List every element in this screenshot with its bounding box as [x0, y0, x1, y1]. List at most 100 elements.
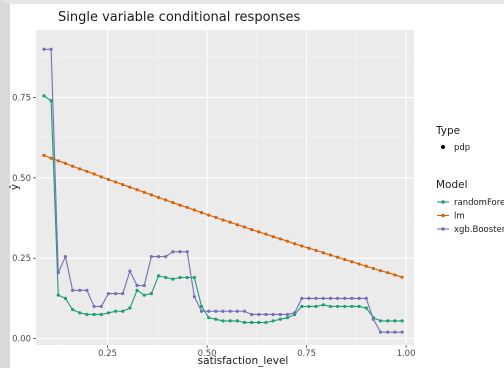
- data-point-lm: [393, 273, 397, 277]
- data-point-lm: [113, 180, 118, 184]
- data-point-xgb-booster: [164, 255, 168, 259]
- y-axis-ticks: 0.00 0.25 0.50 0.75: [12, 94, 36, 345]
- data-point-lm: [199, 210, 204, 215]
- data-point-lm: [336, 255, 340, 259]
- data-point-xgb-booster: [378, 330, 383, 334]
- data-point-xgb-booster: [264, 312, 268, 317]
- data-point-xgb-booster: [242, 309, 247, 313]
- data-point-lm: [63, 161, 68, 165]
- data-point-lm: [228, 220, 232, 224]
- data-point-lm: [357, 262, 361, 266]
- data-point-randomforest: [142, 293, 146, 297]
- data-point-randomforest: [400, 319, 404, 323]
- data-point-lm: [314, 248, 318, 253]
- data-point-xgb-booster: [121, 291, 125, 296]
- plot-panel: [36, 30, 414, 345]
- data-point-xgb-booster: [235, 309, 239, 313]
- data-point-xgb-booster: [300, 296, 304, 300]
- data-point-lm: [321, 251, 325, 255]
- data-point-xgb-booster: [221, 309, 225, 313]
- data-point-randomforest: [113, 309, 118, 313]
- data-point-lm: [264, 232, 268, 236]
- data-point-lm: [364, 264, 368, 268]
- data-point-randomforest: [192, 275, 196, 280]
- legend-model-label: xgb.Booster: [454, 225, 504, 235]
- data-point-randomforest: [257, 320, 261, 325]
- data-point-xgb-booster: [343, 296, 347, 300]
- series-lm: [42, 153, 404, 279]
- data-point-randomforest: [364, 306, 368, 310]
- data-point-lm: [78, 167, 82, 171]
- data-point-lm: [285, 239, 290, 243]
- data-point-lm: [371, 266, 376, 271]
- series-randomforest: [42, 94, 404, 325]
- data-point-randomforest: [156, 274, 161, 278]
- data-point-xgb-booster: [228, 309, 232, 313]
- legend-model-entries: randomForest lm xgb.Booster: [437, 198, 504, 235]
- data-point-randomforest: [128, 306, 132, 310]
- data-point-randomforest: [271, 319, 275, 323]
- data-point-lm: [42, 153, 46, 157]
- data-point-randomforest: [171, 277, 175, 281]
- data-point-xgb-booster: [199, 309, 204, 313]
- data-point-randomforest: [121, 309, 125, 313]
- data-point-lm: [99, 175, 103, 179]
- data-point-randomforest: [214, 317, 218, 321]
- data-point-xgb-booster: [135, 283, 139, 288]
- data-point-xgb-booster: [128, 269, 132, 273]
- data-point-randomforest: [42, 94, 46, 98]
- data-point-xgb-booster: [78, 288, 82, 292]
- data-point-xgb-booster: [171, 250, 175, 254]
- x-tick-label: 0.75: [297, 349, 316, 359]
- data-point-lm: [400, 275, 404, 279]
- data-point-randomforest: [164, 275, 168, 280]
- y-tick-label: 0.00: [12, 335, 31, 345]
- data-point-lm: [250, 228, 254, 232]
- data-point-xgb-booster: [92, 304, 96, 309]
- legend-pdp-dot: [441, 145, 445, 149]
- data-point-xgb-booster: [357, 296, 361, 300]
- data-point-lm: [85, 169, 89, 174]
- y-tick-label: 0.50: [12, 174, 31, 184]
- data-point-randomforest: [185, 275, 189, 280]
- data-point-randomforest: [242, 320, 247, 325]
- data-point-lm: [106, 177, 111, 182]
- x-axis-title: satisfaction_level: [198, 355, 289, 367]
- data-point-lm: [49, 156, 53, 160]
- data-point-randomforest: [78, 311, 82, 315]
- data-point-randomforest: [393, 319, 397, 323]
- data-point-randomforest: [135, 288, 139, 292]
- x-tick-label: 0.50: [198, 349, 217, 359]
- x-tick-label: 0.25: [98, 349, 117, 359]
- data-point-lm: [192, 208, 196, 212]
- data-point-randomforest: [264, 320, 268, 325]
- data-point-randomforest: [307, 304, 311, 309]
- data-point-lm: [350, 260, 354, 264]
- data-point-lm: [92, 172, 96, 176]
- data-point-lm: [235, 223, 239, 227]
- legend-model-label: randomForest: [454, 198, 504, 208]
- data-point-lm: [156, 195, 161, 200]
- legend-model-title: Model: [436, 179, 468, 191]
- data-point-randomforest: [178, 275, 182, 280]
- data-point-xgb-booster: [250, 312, 254, 317]
- data-point-randomforest: [386, 319, 390, 323]
- data-point-lm: [121, 183, 125, 187]
- data-point-xgb-booster: [185, 250, 189, 254]
- data-point-randomforest: [92, 312, 96, 317]
- data-point-randomforest: [106, 311, 111, 315]
- data-point-lm: [128, 185, 132, 189]
- data-point-xgb-booster: [271, 312, 275, 317]
- data-point-randomforest: [328, 304, 333, 309]
- data-point-lm: [207, 213, 211, 217]
- data-point-xgb-booster: [285, 312, 290, 317]
- data-point-xgb-booster: [178, 250, 182, 254]
- data-point-randomforest: [56, 293, 60, 297]
- data-point-lm: [378, 269, 383, 273]
- data-point-lm: [307, 246, 311, 250]
- legend-type-title: Type: [435, 125, 460, 137]
- legend-key-dot: [441, 227, 445, 231]
- data-point-randomforest: [149, 291, 153, 296]
